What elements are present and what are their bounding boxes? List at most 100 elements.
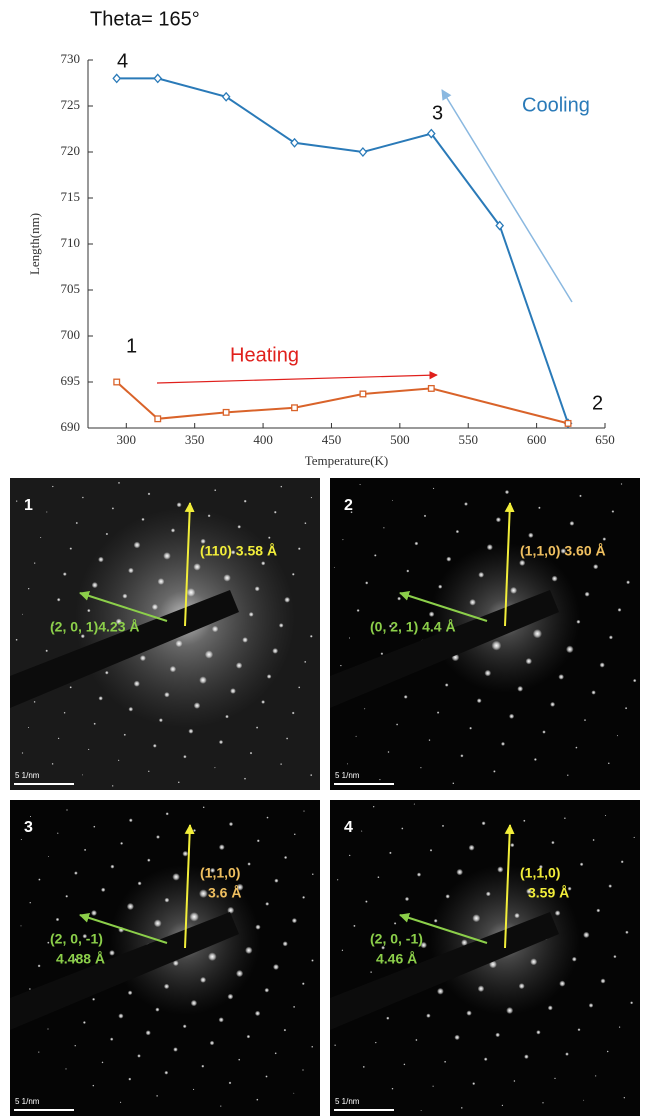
y-tick-label: 720 (61, 143, 81, 158)
diffraction-spot (428, 611, 435, 617)
diffraction-spot (380, 652, 384, 656)
diffraction-spot (441, 824, 445, 828)
diffraction-spot (623, 1096, 626, 1099)
diffraction-spot (525, 658, 532, 665)
diffraction-spot (567, 886, 572, 891)
diffraction-spot (575, 746, 578, 749)
diffraction-spot (231, 550, 236, 555)
diffraction-spot (152, 743, 157, 748)
diffraction-spot (551, 840, 555, 845)
diffraction-spot (374, 554, 377, 557)
beam-stop (10, 912, 239, 1030)
plane-b-arrow (399, 590, 488, 622)
diffraction-spot (87, 748, 90, 751)
diffraction-spot (22, 613, 24, 615)
diffraction-spot (566, 774, 569, 777)
diffraction-spot (158, 718, 163, 723)
diffraction-spot (33, 700, 36, 703)
diffraction-spot (266, 674, 272, 679)
diffraction-spot (170, 528, 176, 533)
diffraction-spot (389, 851, 392, 855)
diffraction-spot (433, 918, 438, 923)
cooling-arrow (441, 89, 573, 303)
diffraction-spot (533, 758, 537, 761)
diffraction-spot (80, 634, 85, 639)
diffraction-spot (57, 832, 59, 834)
diffraction-spot (237, 525, 241, 529)
diffraction-spot (454, 1034, 460, 1041)
diffraction-spot (201, 1064, 205, 1068)
diffraction-spot (362, 1065, 365, 1068)
diffraction-spot (414, 541, 419, 546)
diffraction-spot (388, 624, 393, 628)
diffraction-spot (51, 762, 54, 765)
diffraction-spot (554, 1077, 556, 1080)
diffraction-spot (230, 688, 236, 694)
point (359, 390, 367, 398)
diffraction-spot (173, 1047, 178, 1052)
diffraction-spot (510, 586, 518, 594)
diffraction-spot (538, 506, 541, 510)
diffraction-spot (211, 625, 219, 633)
plane-a-arrow (184, 824, 195, 949)
diffraction-spot (608, 884, 612, 888)
diffraction-spot (291, 711, 295, 715)
diffraction-spot (47, 1028, 49, 1030)
diffraction-spot (304, 522, 307, 525)
x-tick-label: 650 (595, 432, 615, 447)
diffraction-spot (485, 891, 491, 897)
diffraction-spot (38, 1051, 40, 1053)
diffraction-spot (265, 1075, 268, 1078)
diffraction-spot (29, 815, 32, 818)
diffraction-spot (426, 1013, 431, 1018)
y-tick-label: 700 (61, 327, 81, 342)
diffraction-spot (223, 574, 231, 582)
diffraction-spot (396, 723, 399, 726)
annotation: 2 (592, 392, 603, 414)
diffraction-spot (153, 919, 162, 928)
diffraction-spot (365, 581, 369, 585)
diffraction-spot (280, 485, 283, 488)
diffraction-spot (284, 596, 291, 603)
y-tick-label: 725 (61, 97, 81, 112)
diffraction-spot (560, 548, 567, 554)
diffraction-spot (393, 922, 397, 925)
y-tick-label: 710 (61, 235, 81, 250)
diffraction-spot (28, 988, 31, 990)
diffraction-spot (92, 997, 96, 1001)
x-tick-label: 400 (253, 432, 273, 447)
diffraction-spot (514, 912, 520, 919)
diffraction-spot (123, 733, 127, 736)
diffraction-spot (29, 901, 32, 904)
diffraction-spot (616, 735, 619, 737)
diffraction-spot (236, 969, 244, 978)
diffraction-spot (218, 1017, 224, 1023)
diffraction-spot (607, 762, 610, 765)
diffraction-spot (342, 539, 344, 541)
diffraction-spot (163, 983, 170, 990)
scale-label: 5 1/nm (15, 1097, 40, 1106)
diffraction-spot (137, 881, 142, 886)
diffraction-spot (530, 958, 538, 966)
diffraction-spot (547, 1005, 553, 1011)
diffraction-spot (397, 596, 401, 601)
diffraction-spot (156, 1094, 159, 1097)
diffraction-spot (286, 737, 289, 740)
diffraction-spot (348, 637, 351, 639)
diffraction-spot (255, 924, 261, 930)
point (426, 128, 436, 139)
diffraction-spot (208, 952, 217, 961)
diffraction-spot (340, 664, 342, 667)
diffraction-spot (156, 835, 160, 839)
diffraction-spot (519, 559, 526, 566)
diffraction-spot (228, 1081, 232, 1085)
diffraction-spot (274, 1052, 277, 1055)
diffraction-spot (214, 489, 217, 492)
diffraction-spot (37, 964, 41, 968)
diffraction-spot (117, 481, 121, 484)
annotation: 3 (432, 102, 443, 124)
diffraction-spot (593, 564, 599, 570)
diffraction-spot (558, 674, 564, 680)
diffraction-spot (381, 945, 385, 950)
diffraction-spot (386, 1016, 390, 1020)
